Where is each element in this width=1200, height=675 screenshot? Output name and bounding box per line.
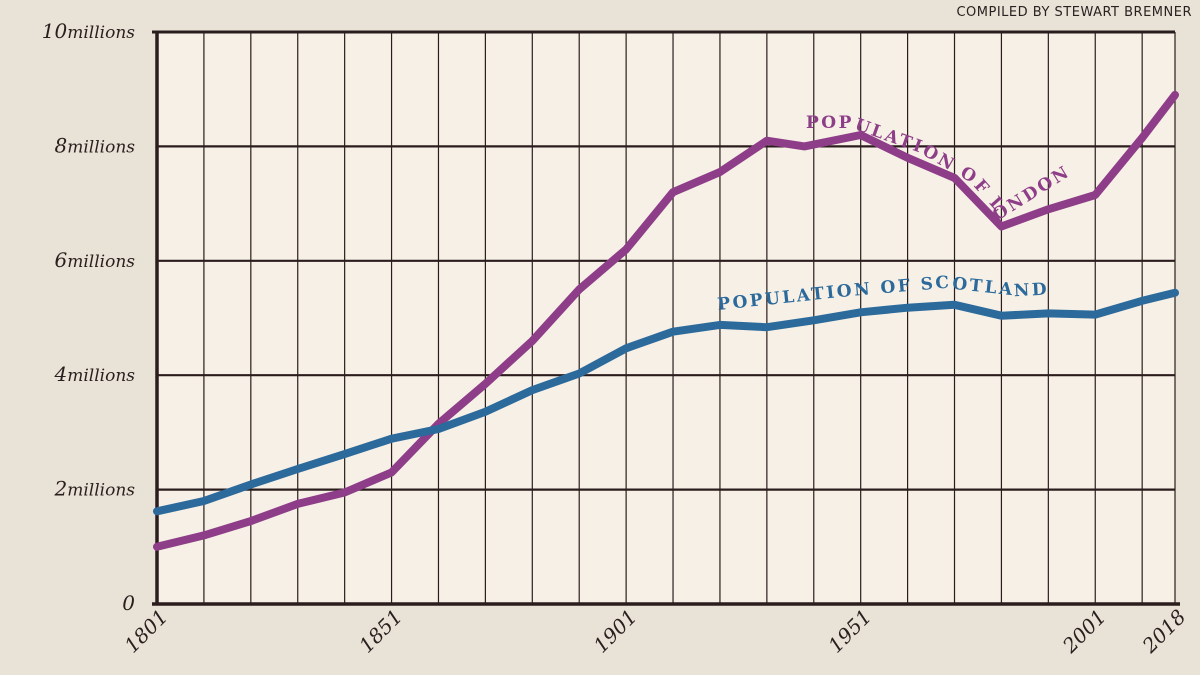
- y-tick-label: 4millions: [53, 362, 135, 386]
- x-tick-label: 1951: [823, 605, 876, 658]
- y-tick-label: 10millions: [42, 19, 136, 43]
- london-population-line: [153, 90, 1179, 551]
- x-tick-label: 1901: [589, 605, 642, 658]
- y-tick-label: 0: [122, 591, 135, 615]
- x-tick-label: 1851: [354, 605, 407, 658]
- scotland-population-line: [153, 288, 1179, 516]
- x-tick-label: 2018: [1137, 605, 1191, 659]
- y-tick-label: 6millions: [54, 248, 135, 272]
- y-tick-label: 8millions: [54, 133, 135, 157]
- credit-text: COMPILED BY STEWART BREMNER: [956, 5, 1192, 20]
- x-tick-label: 2001: [1057, 605, 1111, 659]
- y-tick-label: 2millions: [53, 477, 135, 501]
